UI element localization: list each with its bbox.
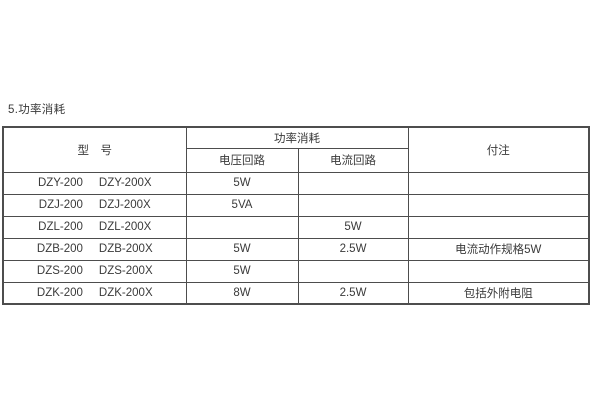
table-row-dzy: DZY-200 DZY-200X 5W [2, 171, 590, 195]
notes-cell [407, 171, 590, 195]
model-variant: DZB-200X [98, 243, 153, 255]
model-standard: DZS-200 [36, 265, 83, 277]
current-cell: 2.5W [297, 237, 409, 261]
current-cell: 2.5W [297, 281, 409, 305]
power-consumption-table: 型 号 功率消耗 付注 电压回路 电流回路 DZY-200 DZY-200X 5… [2, 126, 590, 305]
table-row-dzs: DZS-200 DZS-200X 5W [2, 259, 590, 283]
table-row-dzb: DZB-200 DZB-200X 5W 2.5W 电流动作规格5W [2, 237, 590, 261]
model-standard: DZK-200 [36, 286, 83, 299]
notes-cell [407, 215, 590, 239]
notes-cell [407, 193, 590, 217]
header-current-circuit: 电流回路 [297, 147, 409, 173]
header-voltage-circuit: 电压回路 [185, 147, 299, 173]
model-standard: DZY-200 [37, 177, 83, 189]
current-cell [297, 193, 409, 217]
notes-cell: 电流动作规格5W [407, 237, 590, 261]
model-variant: DZJ-200X [98, 199, 151, 211]
model-variant: DZK-200X [98, 286, 153, 299]
current-cell: 5W [297, 215, 409, 239]
voltage-cell [185, 215, 299, 239]
header-model: 型 号 [2, 126, 187, 173]
header-notes: 付注 [407, 126, 590, 173]
voltage-cell: 5VA [185, 193, 299, 217]
table-row-dzj: DZJ-200 DZJ-200X 5VA [2, 193, 590, 217]
model-cell: DZL-200 DZL-200X [2, 215, 187, 239]
model-variant: DZL-200X [98, 221, 152, 233]
current-cell [297, 171, 409, 195]
model-cell: DZB-200 DZB-200X [2, 237, 187, 261]
notes-cell [407, 259, 590, 283]
model-variant: DZY-200X [98, 177, 152, 189]
model-standard: DZJ-200 [38, 199, 83, 211]
model-cell: DZS-200 DZS-200X [2, 259, 187, 283]
section-heading: 5.功率消耗 [8, 104, 66, 116]
model-cell: DZK-200 DZK-200X [2, 281, 187, 305]
voltage-cell: 5W [185, 237, 299, 261]
header-row-sub: 电压回路 电流回路 [3, 147, 589, 173]
model-standard: DZL-200 [38, 221, 83, 233]
header-power: 功率消耗 [185, 126, 409, 149]
model-cell: DZJ-200 DZJ-200X [2, 193, 187, 217]
voltage-cell: 8W [185, 281, 299, 305]
model-cell: DZY-200 DZY-200X [2, 171, 187, 195]
model-variant: DZS-200X [98, 265, 153, 277]
header-row-top: 型 号 功率消耗 付注 [2, 126, 590, 173]
notes-cell: 包括外附电阻 [407, 281, 590, 305]
voltage-cell: 5W [185, 259, 299, 283]
table-row-dzl: DZL-200 DZL-200X 5W [2, 215, 590, 239]
model-standard: DZB-200 [36, 243, 83, 255]
voltage-cell: 5W [185, 171, 299, 195]
table-row-dzk: DZK-200 DZK-200X 8W 2.5W 包括外附电阻 [2, 281, 590, 305]
current-cell [297, 259, 409, 283]
